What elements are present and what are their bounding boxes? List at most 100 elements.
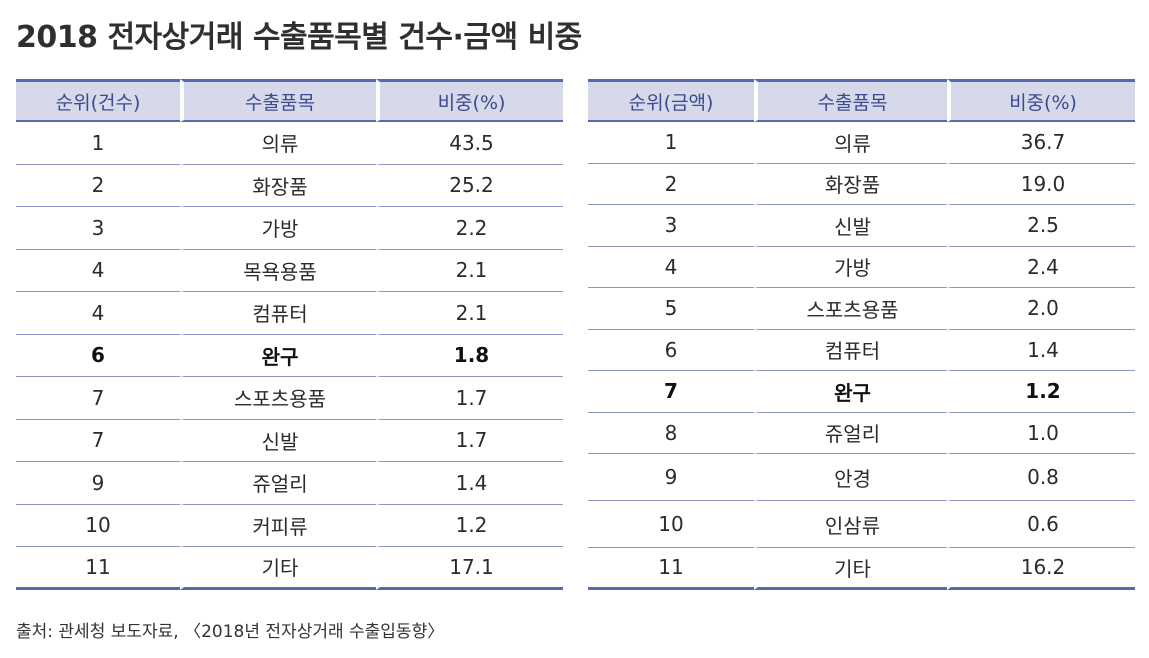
table-row: 9 안경 0.8	[588, 454, 1135, 501]
share-cell: 36.7	[947, 122, 1135, 164]
rank-cell: 9	[588, 454, 754, 501]
item-cell: 안경	[754, 454, 947, 501]
item-cell: 화장품	[180, 164, 376, 207]
item-cell: 목욕용품	[180, 249, 376, 292]
rank-cell: 4	[16, 292, 180, 335]
rank-cell: 8	[588, 413, 754, 454]
share-cell: 2.5	[947, 205, 1135, 247]
share-cell: 1.8	[376, 334, 563, 377]
rank-cell: 4	[16, 250, 180, 292]
item-cell: 인삼류	[754, 501, 947, 548]
item-cell: 커피류	[180, 504, 376, 547]
share-cell: 19.0	[947, 163, 1135, 205]
rank-cell: 2	[588, 164, 754, 205]
table-row: 11 기타 17.1	[16, 547, 563, 590]
table-row: 5 스포츠용품 2.0	[588, 288, 1135, 330]
item-cell: 완구	[754, 371, 947, 413]
table-row: 4 목욕용품 2.1	[16, 249, 563, 292]
export-item-header: 수출품목	[754, 79, 947, 122]
table-row: 1 의류 43.5	[16, 122, 563, 165]
table-row: 3 가방 2.2	[16, 207, 563, 250]
item-cell: 기타	[754, 548, 947, 590]
share-cell: 17.1	[376, 547, 563, 590]
table-row: 3 신발 2.5	[588, 205, 1135, 247]
item-cell: 컴퓨터	[754, 329, 947, 371]
rank-cell: 7	[588, 371, 754, 413]
share-cell: 2.4	[947, 246, 1135, 288]
item-cell: 의류	[754, 122, 947, 164]
share-cell: 1.4	[947, 329, 1135, 371]
table-row: 10 인삼류 0.6	[588, 501, 1135, 548]
rank-cell: 3	[588, 205, 754, 247]
share-cell: 2.2	[376, 207, 563, 250]
table-row: 2 화장품 19.0	[588, 163, 1135, 205]
item-cell: 가방	[180, 207, 376, 250]
item-cell: 스포츠용품	[754, 288, 947, 330]
rank-cell: 1	[588, 122, 754, 164]
share-cell: 2.0	[947, 288, 1135, 330]
rank-cell: 4	[588, 247, 754, 288]
share-cell: 25.2	[376, 164, 563, 207]
rank-by-amount-header: 순위(금액)	[588, 79, 754, 122]
table-row-highlighted: 6 완구 1.8	[16, 334, 563, 377]
rank-cell: 6	[588, 330, 754, 371]
source-note: 출처: 관세청 보도자료, 〈2018년 전자상거래 수출입동향〉	[16, 622, 445, 642]
share-cell: 2.1	[376, 249, 563, 292]
item-cell: 기타	[180, 547, 376, 590]
share-cell: 0.8	[947, 454, 1135, 501]
item-cell: 완구	[180, 334, 376, 377]
rank-cell: 11	[588, 548, 754, 590]
item-cell: 신발	[754, 205, 947, 247]
table-header-row: 순위(금액) 수출품목 비중(%)	[588, 79, 1135, 122]
table-row: 10 커피류 1.2	[16, 504, 563, 547]
item-cell: 신발	[180, 419, 376, 462]
item-cell: 의류	[180, 122, 376, 165]
share-cell: 0.6	[947, 501, 1135, 548]
rank-by-count-header: 순위(건수)	[16, 79, 180, 122]
share-cell: 1.2	[947, 371, 1135, 413]
share-cell: 2.1	[376, 292, 563, 335]
share-cell: 1.4	[376, 462, 563, 505]
table-row: 7 신발 1.7	[16, 419, 563, 462]
table-row: 4 컴퓨터 2.1	[16, 292, 563, 335]
table-header-row: 순위(건수) 수출품목 비중(%)	[16, 79, 563, 122]
rank-cell: 5	[588, 288, 754, 330]
item-cell: 가방	[754, 246, 947, 288]
share-percent-header: 비중(%)	[376, 79, 563, 122]
share-cell: 1.7	[376, 419, 563, 462]
rank-cell: 3	[16, 207, 180, 250]
item-cell: 스포츠용품	[180, 377, 376, 420]
table-row: 2 화장품 25.2	[16, 164, 563, 207]
rank-cell: 11	[16, 547, 180, 590]
table-row: 8 쥬얼리 1.0	[588, 412, 1135, 454]
rank-cell: 1	[16, 122, 180, 165]
item-cell: 쥬얼리	[754, 412, 947, 454]
table-row: 4 가방 2.4	[588, 246, 1135, 288]
table-row: 9 쥬얼리 1.4	[16, 462, 563, 505]
table-row: 1 의류 36.7	[588, 122, 1135, 164]
page-title: 2018 전자상거래 수출품목별 건수·금액 비중	[16, 20, 582, 55]
rank-cell: 10	[16, 505, 180, 547]
table-row-highlighted: 7 완구 1.2	[588, 371, 1135, 413]
export-item-header: 수출품목	[180, 79, 376, 122]
table-row: 7 스포츠용품 1.7	[16, 377, 563, 420]
item-cell: 컴퓨터	[180, 292, 376, 335]
rank-cell: 7	[16, 377, 180, 420]
share-cell: 43.5	[376, 122, 563, 165]
count-share-table: 순위(건수) 수출품목 비중(%) 1 의류 43.5 2 화장품 25.2 3 가방 2.…	[16, 79, 563, 590]
share-cell: 1.0	[947, 412, 1135, 454]
item-cell: 화장품	[754, 163, 947, 205]
table-row: 11 기타 16.2	[588, 548, 1135, 590]
share-cell: 1.2	[376, 504, 563, 547]
item-cell: 쥬얼리	[180, 462, 376, 505]
share-cell: 16.2	[947, 548, 1135, 590]
table-row: 6 컴퓨터 1.4	[588, 329, 1135, 371]
amount-share-table: 순위(금액) 수출품목 비중(%) 1 의류 36.7 2 화장품 19.0 3 신발 2.…	[588, 79, 1135, 590]
rank-cell: 10	[588, 501, 754, 548]
rank-cell: 2	[16, 165, 180, 207]
share-cell: 1.7	[376, 377, 563, 420]
rank-cell: 7	[16, 420, 180, 462]
rank-cell: 9	[16, 462, 180, 505]
rank-cell: 6	[16, 335, 180, 377]
share-percent-header: 비중(%)	[947, 79, 1135, 122]
